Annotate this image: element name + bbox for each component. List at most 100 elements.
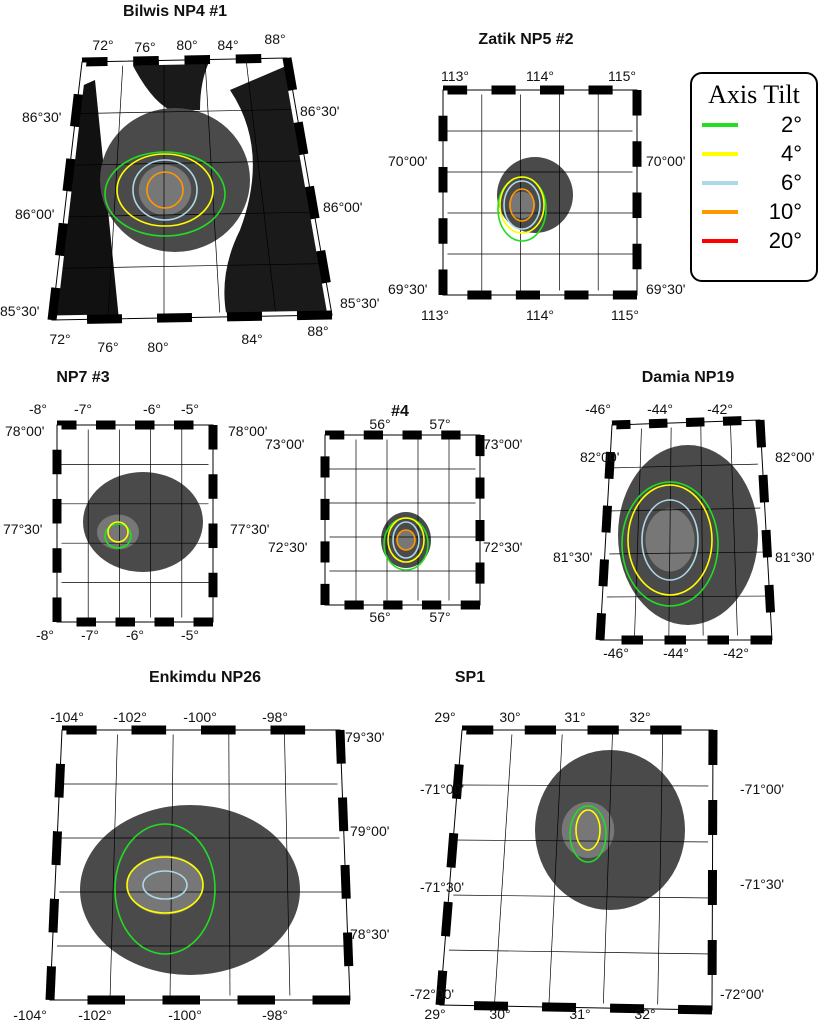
legend-label: 20° xyxy=(768,227,802,253)
lat-label-right: -71°30' xyxy=(740,876,784,892)
lon-label-bottom: 31° xyxy=(569,1006,590,1022)
longitude-gridline xyxy=(668,422,672,640)
lat-label-left: 81°30' xyxy=(553,549,592,565)
longitude-gridline xyxy=(228,730,231,1000)
terrain-shadow xyxy=(130,60,210,110)
crater-peak xyxy=(508,191,536,219)
longitude-gridline xyxy=(730,420,738,640)
lat-label-left: -71°00' xyxy=(420,781,464,797)
lat-label-right: 69°30' xyxy=(646,281,685,297)
lat-label-right: 85°30' xyxy=(340,295,379,311)
lon-label-top: -42° xyxy=(707,401,733,417)
lat-label-right: 78°30' xyxy=(350,926,389,942)
latitude-gridline xyxy=(604,551,768,555)
legend-label: 4° xyxy=(780,140,802,166)
lat-label-left: 73°00' xyxy=(265,436,304,452)
latitude-gridline xyxy=(609,463,763,469)
map-frame xyxy=(599,419,773,641)
map-panel: Enkimdu NP26 -104° -102° -100° -98° -104° -102… xyxy=(13,669,389,1023)
longitude-gridline xyxy=(284,730,291,1000)
lat-label-right: 72°30' xyxy=(483,539,522,555)
lon-label-top: 32° xyxy=(629,709,650,725)
map-panel: #456° 57°56° 57°73°00'72°30'73°00'72°30' xyxy=(265,403,522,625)
lon-label-top: -7° xyxy=(74,401,92,417)
lon-label-bottom: 30° xyxy=(489,1006,510,1022)
panel-title: Zatik NP5 #2 xyxy=(478,31,573,48)
lon-label-bottom: -46° xyxy=(603,645,629,661)
tilt-contour-6deg xyxy=(142,870,188,900)
legend: Axis Tilt 2° 4° 6° 10° 20° xyxy=(690,72,818,282)
lon-label-top: -6° xyxy=(143,401,161,417)
lon-label-top: 29° xyxy=(434,709,455,725)
legend-item: 4° xyxy=(692,139,816,168)
lon-label-top: 88° xyxy=(264,31,285,47)
map-frame xyxy=(324,434,481,606)
lon-label-top: 84° xyxy=(217,37,238,53)
lat-label-left: 82°00' xyxy=(580,449,619,465)
lon-label-top: -102° xyxy=(113,709,147,725)
lon-label-top: 114° xyxy=(526,68,554,84)
lon-label-top: 80° xyxy=(176,37,197,53)
legend-label: 10° xyxy=(768,198,802,224)
lon-label-bottom: -100° xyxy=(168,1007,202,1023)
lon-label-bottom: 56° xyxy=(369,609,390,625)
map-frame xyxy=(51,57,333,321)
lon-label-bottom: 88° xyxy=(307,323,328,339)
latitude-gridline xyxy=(602,595,770,598)
legend-swatch xyxy=(702,180,738,185)
longitude-gridline xyxy=(548,730,563,1008)
legend-swatch xyxy=(702,238,738,243)
panel-title: Bilwis NP4 #1 xyxy=(123,3,227,20)
lon-label-bottom: 29° xyxy=(424,1006,445,1022)
crater-peak xyxy=(126,855,204,915)
lat-label-left: 72°30' xyxy=(268,539,307,555)
tilt-contour-4deg xyxy=(107,521,129,543)
legend-swatch xyxy=(702,151,738,156)
lon-label-bottom: -102° xyxy=(78,1007,112,1023)
longitude-gridline xyxy=(602,730,613,1009)
latitude-gridline xyxy=(69,160,306,166)
tilt-contour-6deg xyxy=(503,180,541,230)
lon-label-bottom: -8° xyxy=(36,627,54,643)
latitude-gridline xyxy=(57,263,324,269)
lon-label-top: -46° xyxy=(585,401,611,417)
map-panel: Bilwis NP4 #1 72° 76° 80° 84° 88° 72° 76° 80° 84°… xyxy=(0,3,379,355)
legend-swatch xyxy=(702,209,738,214)
tilt-contour-10deg xyxy=(509,188,535,222)
longitude-gridline xyxy=(245,58,277,317)
lat-label-left: 85°30' xyxy=(0,303,39,319)
lat-label-right: 73°00' xyxy=(483,436,522,452)
lon-label-top: -104° xyxy=(50,709,84,725)
tilt-contour-2deg xyxy=(104,151,226,237)
lon-label-top: 115° xyxy=(608,68,636,84)
tilt-contour-4deg xyxy=(499,176,545,234)
lon-label-top: -8° xyxy=(29,401,47,417)
lat-label-right: 77°30' xyxy=(230,521,269,537)
map-frame xyxy=(56,424,214,623)
crater-peak xyxy=(397,530,415,550)
legend-item: 10° xyxy=(692,197,816,226)
lon-label-bottom: -104° xyxy=(13,1007,47,1023)
lon-label-top: -98° xyxy=(262,709,288,725)
lat-label-right: 86°00' xyxy=(323,199,362,215)
lon-label-bottom: 32° xyxy=(634,1006,655,1022)
lon-label-bottom: 84° xyxy=(241,331,262,347)
lon-label-bottom: 115° xyxy=(611,307,639,323)
map-panel: SP1 29° 30° 31° 32° 29° 30° 31° 32° -71°00' -71°30… xyxy=(410,669,784,1022)
lat-label-left: 86°30' xyxy=(22,109,61,125)
lon-label-top: -100° xyxy=(183,709,217,725)
lat-label-left: 70°00' xyxy=(388,153,427,169)
lat-label-right: 70°00' xyxy=(646,153,685,169)
lon-label-bottom: -42° xyxy=(723,645,749,661)
lon-label-bottom: 57° xyxy=(429,609,450,625)
tilt-contour-2deg xyxy=(104,523,132,549)
terrain-shadow xyxy=(224,60,332,320)
latitude-gridline xyxy=(457,784,713,787)
lat-label-right: 78°00' xyxy=(228,423,267,439)
latitude-gridline xyxy=(453,839,713,843)
lon-label-bottom: -5° xyxy=(181,627,199,643)
tilt-contour-4deg xyxy=(627,484,713,596)
map-panel: Zatik NP5 #2 113° 114° 115° 113° 114° 115° 70°0… xyxy=(388,31,685,323)
lat-label-left: -72°00' xyxy=(410,986,454,1002)
